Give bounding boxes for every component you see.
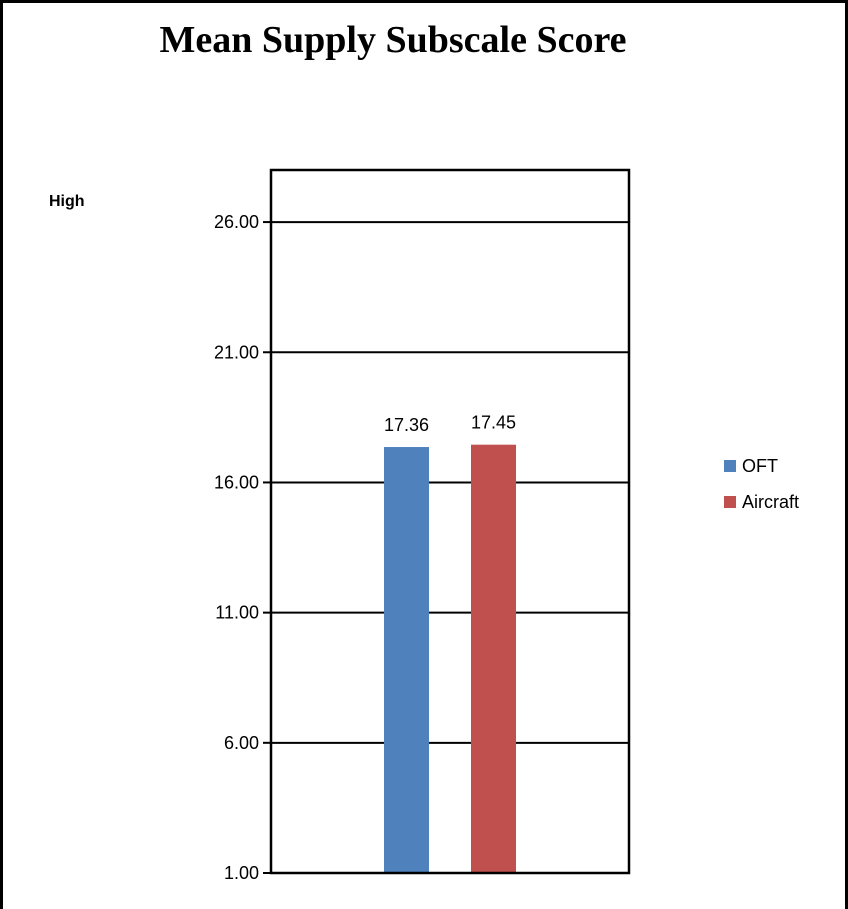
y-tick-label: 6.00	[224, 733, 259, 753]
chart-title: Mean Supply Subscale Score	[160, 19, 627, 61]
legend-swatch-oft	[724, 460, 736, 472]
plot-area-border	[269, 168, 631, 875]
data-labels: 17.36 17.45	[384, 413, 516, 435]
data-label-oft: 17.36	[384, 415, 429, 435]
legend-swatch-aircraft	[724, 496, 736, 508]
legend-label-aircraft: Aircraft	[742, 492, 799, 512]
bars	[384, 444, 516, 873]
bar-aircraft	[471, 444, 516, 873]
y-axis-ticks: 1.00 6.00 11.00 16.00 21.00 26.00	[214, 212, 271, 883]
data-label-aircraft: 17.45	[471, 413, 516, 433]
bar-oft	[384, 447, 429, 873]
y-tick-label: 26.00	[214, 212, 259, 232]
y-tick-label: 11.00	[215, 603, 259, 623]
y-tick-label: 1.00	[224, 863, 259, 883]
high-label: High	[49, 193, 85, 210]
legend: OFT Aircraft	[724, 456, 799, 512]
gridlines	[271, 221, 629, 744]
y-tick-label: 21.00	[214, 342, 259, 362]
legend-label-oft: OFT	[742, 456, 778, 476]
y-tick-label: 16.00	[214, 472, 259, 492]
